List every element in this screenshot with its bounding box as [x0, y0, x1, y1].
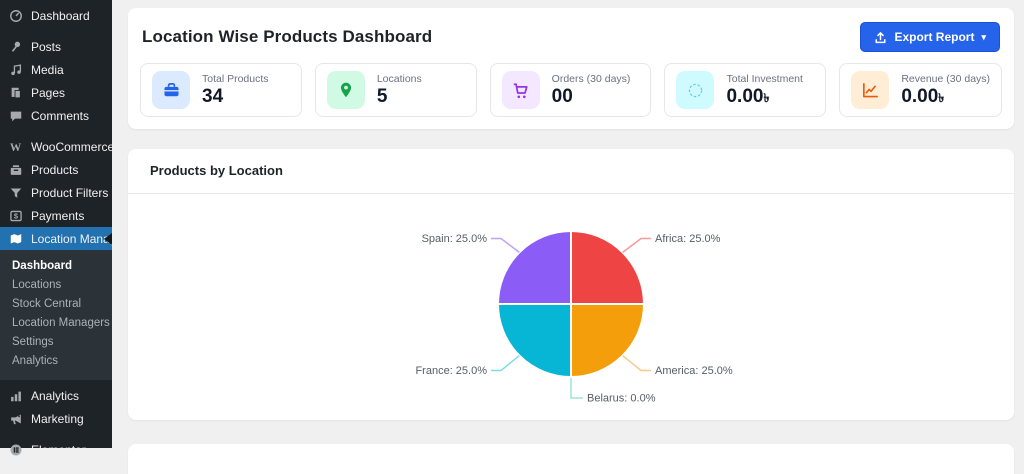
export-report-button[interactable]: Export Report ▾ [860, 22, 1000, 52]
menu-separator [0, 430, 112, 438]
pie-label-france: France: 25.0% [415, 365, 487, 377]
cart-icon [501, 71, 540, 109]
sidebar-item-label: Marketing [31, 411, 84, 426]
line-chart-icon [851, 71, 890, 109]
currency-symbol: ৳ [938, 91, 945, 106]
svg-text:W: W [10, 141, 22, 153]
map-icon [8, 231, 23, 246]
pie-slice-america[interactable] [570, 303, 645, 378]
leader-line-africa [622, 237, 651, 253]
sidebar-item-dashboard[interactable]: Dashboard [0, 4, 112, 27]
pie-chart: Spain: 25.0% Africa: 25.0% France: 25.0%… [128, 194, 1014, 420]
stat-card-total-products: Total Products 34 [140, 63, 302, 117]
stat-card-revenue: Revenue (30 days) 0.00৳ [839, 63, 1003, 117]
pie-slice-france[interactable] [497, 303, 572, 378]
sidebar-item-label: Payments [31, 208, 85, 223]
coin-icon [676, 71, 715, 109]
menu-separator [0, 127, 112, 135]
stats-row: Total Products 34 Locations 5 Orders [140, 63, 1003, 117]
pie-label-spain: Spain: 25.0% [422, 233, 488, 245]
stat-label: Revenue (30 days) [901, 73, 991, 86]
leader-line-america [622, 355, 651, 372]
admin-sidebar: Dashboard Posts Media Pages Comments W W… [0, 0, 123, 457]
pushpin-icon [8, 39, 23, 54]
submenu-item-dashboard[interactable]: Dashboard [12, 260, 73, 272]
stat-card-locations: Locations 5 [314, 63, 477, 117]
sidebar-item-posts[interactable]: Posts [0, 35, 112, 58]
sidebar-item-pages[interactable]: Pages [0, 81, 112, 104]
stat-label: Locations [376, 73, 422, 86]
leader-line-france [491, 355, 520, 372]
sidebar-item-media[interactable]: Media [0, 58, 112, 81]
next-section-card [128, 444, 1014, 474]
products-by-location-card: Products by Location [128, 149, 1014, 420]
submenu-item-stock-central[interactable]: Stock Central [12, 298, 82, 310]
leader-line-belarus [570, 378, 583, 399]
map-pin-icon [326, 71, 365, 109]
current-menu-arrow [104, 232, 112, 245]
comment-bubble-icon [8, 108, 23, 123]
stat-value: 0.00৳ [901, 86, 945, 108]
sidebar-item-payments[interactable]: $ Payments [0, 204, 112, 227]
sidebar-item-label: Analytics [31, 388, 80, 403]
submenu-item-settings[interactable]: Settings [12, 336, 54, 348]
submenu-item-locations[interactable]: Locations [12, 279, 62, 291]
page-title: Location Wise Products Dashboard [142, 27, 433, 46]
stat-value: 00 [551, 86, 573, 108]
stat-value: 34 [202, 86, 224, 108]
stat-label: Total Products [202, 73, 269, 86]
sidebar-item-label: Products [31, 162, 79, 177]
pie-slice-africa[interactable] [570, 230, 645, 305]
sidebar-item-label: Location Manage [31, 231, 124, 246]
caret-down-icon: ▾ [981, 31, 986, 42]
sidebar-item-label: Product Filters [31, 185, 109, 200]
sidebar-item-analytics[interactable]: Analytics [0, 384, 112, 407]
submenu-item-location-managers[interactable]: Location Managers [12, 317, 110, 329]
dashboard-gauge-icon [8, 8, 23, 23]
pie-label-america: America: 25.0% [655, 365, 733, 377]
sidebar-item-label: Media [31, 62, 64, 77]
stat-label: Orders (30 days) [551, 73, 631, 86]
sidebar-item-label: WooCommerce [31, 139, 115, 154]
woocommerce-icon: W [8, 139, 23, 154]
media-note-icon [8, 62, 23, 77]
upload-icon [874, 31, 887, 44]
sidebar-item-label: Comments [31, 108, 90, 123]
stat-value: 0.00৳ [726, 86, 770, 108]
stat-value: 5 [376, 86, 388, 108]
stat-card-orders: Orders (30 days) 00 [489, 63, 652, 117]
pie-label-africa: Africa: 25.0% [655, 233, 721, 245]
sidebar-item-woocommerce[interactable]: W WooCommerce [0, 135, 115, 158]
sidebar-item-comments[interactable]: Comments [0, 104, 112, 127]
sidebar-item-label: Pages [31, 85, 66, 100]
bar-chart-icon [8, 388, 23, 403]
currency-symbol: ৳ [763, 91, 770, 106]
pie-slice-spain[interactable] [497, 230, 572, 305]
briefcase-icon [152, 71, 190, 109]
submenu-item-analytics[interactable]: Analytics [12, 355, 59, 367]
pages-icon [8, 85, 23, 100]
export-report-label: Export Report [894, 30, 975, 44]
pie-label-belarus: Belarus: 0.0% [587, 393, 656, 405]
sidebar-item-label: Dashboard [31, 8, 90, 23]
payments-icon: $ [8, 208, 23, 223]
svg-text:$: $ [13, 211, 18, 220]
dashboard-header-card: Location Wise Products Dashboard Export … [128, 8, 1014, 129]
funnel-icon [8, 185, 23, 200]
location-manage-submenu: Dashboard Locations Stock Central Locati… [0, 250, 112, 380]
stat-card-total-investment: Total Investment 0.00৳ [664, 63, 827, 117]
chart-title: Products by Location [150, 163, 283, 178]
sidebar-item-location-manage[interactable]: Location Manage [0, 227, 123, 250]
megaphone-icon [8, 411, 23, 426]
menu-separator [0, 27, 112, 35]
stat-label: Total Investment [726, 73, 803, 86]
sidebar-item-product-filters[interactable]: Product Filters [0, 181, 112, 204]
sidebar-item-label: Posts [31, 39, 62, 54]
sidebar-item-marketing[interactable]: Marketing [0, 407, 112, 430]
sidebar-item-products[interactable]: Products [0, 158, 112, 181]
leader-line-spain [491, 237, 520, 253]
products-box-icon [8, 162, 23, 177]
main-content: Location Wise Products Dashboard Export … [112, 0, 1024, 474]
